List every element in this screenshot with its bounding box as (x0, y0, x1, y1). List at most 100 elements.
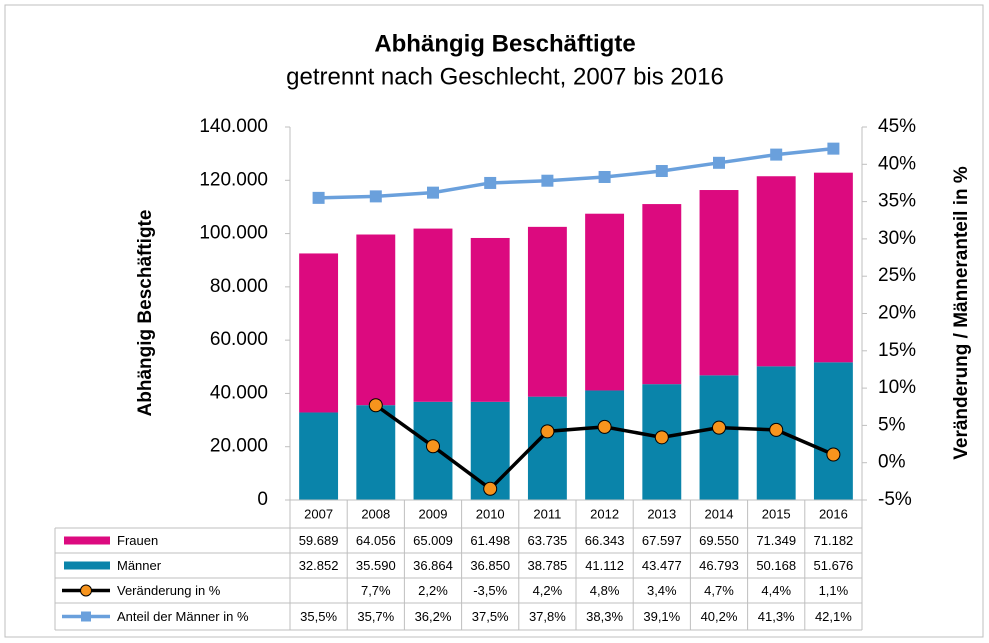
legend-key (64, 561, 110, 570)
table-value: 43.477 (642, 558, 682, 573)
marker (654, 430, 669, 445)
table-value: 38,3% (586, 609, 623, 624)
bar (527, 226, 567, 397)
y2-tick-label: 30% (878, 228, 916, 249)
marker (712, 420, 726, 435)
table-value: 35,7% (357, 609, 394, 624)
bar (356, 234, 396, 406)
table-value: 4,4% (761, 583, 791, 598)
y-tick-label: 40.000 (210, 382, 268, 403)
table-value: 37,8% (529, 609, 566, 624)
table-value: 35,5% (300, 609, 337, 624)
x-tick-label: 2009 (419, 506, 448, 521)
bar (413, 228, 453, 402)
bar (356, 405, 396, 500)
y2-tick-label: 5% (878, 414, 906, 435)
table-value: 4,8% (590, 583, 620, 598)
y2-tick-label: -5% (878, 489, 912, 510)
bar (299, 253, 339, 413)
marker (369, 190, 382, 203)
y2-tick-label: 45% (878, 116, 916, 137)
marker (827, 142, 840, 155)
y2-tick-label: 35% (878, 191, 916, 212)
line (318, 146, 834, 200)
marker (769, 422, 784, 437)
table-value: 4,7% (704, 583, 734, 598)
legend-label: Anteil der Männer in % (117, 609, 249, 624)
x-tick-label: 2014 (705, 506, 734, 521)
bar (699, 190, 739, 376)
table-value: 35.590 (356, 558, 396, 573)
x-tick-label: 2012 (590, 506, 619, 521)
table-value: 63.735 (528, 533, 568, 548)
table-value: 61.498 (470, 533, 510, 548)
bar (642, 204, 682, 385)
marker (597, 419, 612, 434)
y-axis-title: Abhängig Beschäftigte (135, 210, 156, 417)
table-value: 65.009 (413, 533, 453, 548)
y2-tick-label: 10% (878, 377, 916, 398)
table-value: 51.676 (814, 558, 854, 573)
table-value: 36,2% (415, 609, 452, 624)
marker (484, 176, 497, 189)
table-value: 7,7% (361, 583, 391, 598)
x-tick-label: 2008 (361, 506, 390, 521)
table-value: 41.112 (585, 558, 624, 573)
table-value: 37,5% (472, 609, 509, 624)
table-value: 41,3% (758, 609, 795, 624)
marker (368, 398, 383, 413)
x-tick-label: 2011 (533, 506, 561, 521)
bar (527, 396, 567, 500)
table-value: 40,2% (701, 609, 738, 624)
legend-label: Männer (117, 558, 162, 573)
table-value: 4,2% (533, 583, 563, 598)
table-value: 36.850 (470, 558, 510, 573)
table-value: 66.343 (585, 533, 625, 548)
marker (598, 170, 611, 183)
y-tick-label: 140.000 (199, 116, 268, 137)
table-value: 71.349 (756, 533, 796, 548)
table-value: 50.168 (756, 558, 796, 573)
legend-key (64, 536, 110, 545)
table-value: 64.056 (356, 533, 396, 548)
table-value: 59.689 (299, 533, 339, 548)
y2-tick-label: 40% (878, 153, 916, 174)
marker (826, 447, 841, 462)
y-tick-label: 120.000 (199, 169, 268, 190)
table-value: 67.597 (642, 533, 682, 548)
table-value: 46.793 (699, 558, 739, 573)
bar (470, 237, 510, 402)
table-value: 1,1% (819, 583, 849, 598)
y2-tick-label: 25% (878, 265, 916, 286)
table-value: 36.864 (413, 558, 453, 573)
x-tick-label: 2015 (762, 506, 791, 521)
marker (713, 156, 725, 169)
table-value: 39,1% (643, 609, 680, 624)
table-value: 2,2% (418, 583, 448, 598)
marker (655, 165, 668, 178)
table-value: 69.550 (699, 533, 739, 548)
bar (813, 362, 853, 500)
legend-label: Frauen (117, 533, 158, 548)
y2-tick-label: 20% (878, 303, 916, 324)
bar (813, 172, 853, 363)
marker (540, 424, 555, 439)
table-value: 3,4% (647, 583, 677, 598)
table-value: -3,5% (473, 583, 507, 598)
marker (770, 148, 783, 161)
bar (299, 412, 339, 500)
y2-axis-title: Veränderung / Männeranteil in % (951, 166, 972, 460)
y2-tick-label: 0% (878, 452, 906, 473)
table-value: 42,1% (815, 609, 852, 624)
bar (699, 375, 739, 500)
marker (312, 191, 325, 204)
table-value: 32.852 (299, 558, 339, 573)
y-tick-label: 0 (257, 489, 268, 510)
bar (756, 176, 796, 367)
x-tick-label: 2016 (819, 506, 848, 521)
y-tick-label: 80.000 (210, 276, 268, 297)
chart-title: Abhängig Beschäftigte (374, 30, 635, 57)
marker (426, 439, 440, 454)
table-value: 71.182 (814, 533, 854, 548)
